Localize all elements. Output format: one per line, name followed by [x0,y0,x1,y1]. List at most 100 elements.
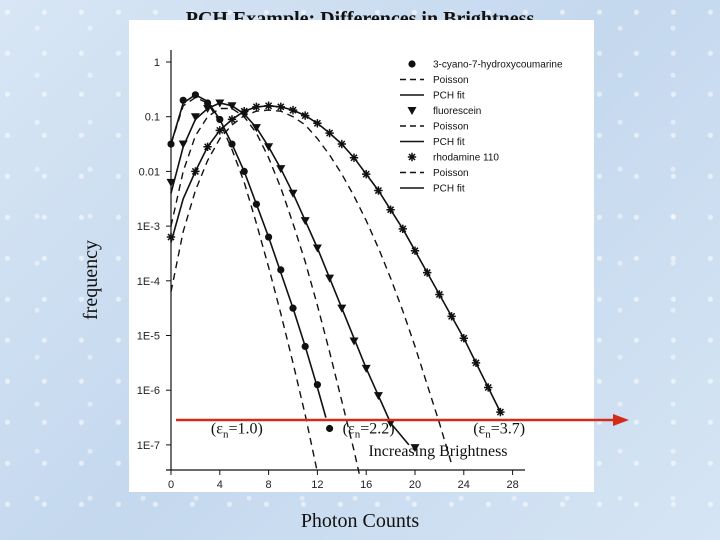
y-tick-label: 1E-4 [137,276,160,288]
plot-area [129,20,594,492]
legend-label: PCH fit [433,91,465,102]
data-point-triangle [361,364,371,373]
data-point-dot [179,96,187,104]
data-point-triangle [227,102,237,111]
data-point-star [423,268,432,277]
data-point-triangle [276,165,286,174]
label-subscript: n [485,428,491,440]
data-point-star [362,169,371,179]
data-point-triangle [325,274,335,283]
x-tick-label: 8 [266,479,272,491]
data-point-triangle [349,337,359,346]
data-point-dot [265,233,273,241]
x-axis-title: Photon Counts [300,510,420,532]
data-point-star [337,139,346,149]
data-point-star [203,142,212,151]
data-point-star [447,312,456,321]
label-suffix: =3.7) [491,420,525,437]
pch-fit-curve-1 [170,102,410,446]
data-point-star [227,115,237,124]
pch-fit-curve-2 [170,104,502,413]
data-point-star [264,101,273,110]
data-point-dot [240,167,248,175]
data-point-dot [191,91,199,99]
data-point-triangle [190,113,200,122]
x-tick-label: 20 [409,479,421,491]
data-point-star [313,119,322,128]
axes: 1 0.1 0.01 1E-3 1E-4 1E-5 1E-6 1E-7 0 4 8 12 16 20 24 2… [137,50,525,491]
legend-marker-triangle [407,107,417,115]
legend-label: PCH fit [433,137,465,148]
data-point-star [496,407,505,417]
data-point-dot [289,304,297,312]
data-point-triangle [373,392,383,401]
y-tick-label: 1E-7 [137,440,160,452]
data-point-star [252,102,261,112]
x-tick-label: 16 [360,479,372,491]
data-point-triangle [203,104,213,113]
data-point-triangle [166,178,176,187]
legend-marker-dot [408,60,416,68]
y-tick-label: 0.1 [145,112,160,124]
legend-label: rhodamine 110 [433,153,499,164]
legend-label: PCH fit [433,184,465,195]
legend-label: Poisson [433,75,469,86]
label-prefix: (ε [343,420,355,437]
brightness-label-eps1: (εn=1.0) [211,420,263,440]
data-point-dot [252,200,260,208]
label-subscript: n [223,428,229,440]
data-point-star [398,224,407,234]
data-point-star [191,167,200,176]
label-prefix: (ε [211,420,223,437]
data-point-star [349,153,359,162]
y-tick-label: 1 [154,57,160,69]
data-point-dot [204,99,212,107]
data-point-dot [167,140,175,148]
x-tick-label: 0 [168,479,174,491]
data-point-star [166,232,176,242]
data-point-dot [216,115,224,124]
data-point-triangle [264,143,274,152]
data-point-star [325,128,334,138]
data-point-triangle [337,304,347,313]
x-tick-label: 24 [458,479,470,491]
data-point-triangle [178,140,188,149]
legend-label: 3-cyano-7-hydroxycoumarine [433,60,563,71]
pch-fit-curve-0 [170,93,327,418]
x-tick-label: 4 [217,479,223,491]
legend-label: Poisson [433,122,469,133]
label-subscript: n [355,428,361,440]
x-tick-label: 28 [506,479,518,491]
data-point-triangle [215,99,225,108]
legend-marker-star [407,152,417,162]
data-points [166,91,505,453]
brightness-label-eps2: (εn=2.2) [343,420,395,440]
data-point-triangle [386,419,396,428]
poisson-curve-0 [170,96,319,473]
y-tick-label: 1E-5 [137,331,160,343]
data-point-dot [326,424,334,433]
label-prefix: (ε [473,420,485,437]
poisson-curve-2 [170,109,453,465]
data-point-star [288,105,298,115]
data-point-triangle [251,124,261,133]
data-point-star [215,126,224,135]
data-point-dot [277,266,285,274]
label-suffix: =1.0) [228,420,262,437]
data-point-star [435,290,444,299]
data-point-star [386,205,395,214]
data-point-triangle [410,444,420,453]
y-tick-label: 1E-6 [137,385,160,397]
legend-label: Poisson [433,168,469,179]
label-suffix: =2.2) [360,420,394,437]
data-point-dot [301,342,309,351]
data-point-star [410,246,420,255]
data-point-star [301,111,310,120]
poisson-curve-1 [170,107,361,478]
data-point-star [240,107,249,116]
data-point-triangle [300,217,310,226]
data-point-triangle [288,189,298,198]
data-point-dot [313,381,321,389]
brightness-arrowhead [613,414,629,426]
